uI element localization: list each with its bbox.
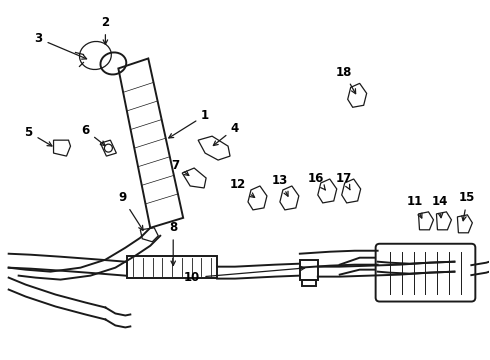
Text: 7: 7	[171, 158, 189, 175]
Bar	[127, 256, 217, 278]
Text: 18: 18	[336, 66, 356, 94]
Text: 16: 16	[308, 171, 325, 190]
Text: 17: 17	[336, 171, 352, 190]
Text: 5: 5	[24, 126, 52, 146]
Text: 14: 14	[431, 195, 448, 218]
Bar	[302, 280, 316, 285]
Text: 8: 8	[169, 221, 177, 265]
Text: 12: 12	[230, 179, 255, 197]
Bar	[300, 260, 318, 280]
Text: 6: 6	[81, 124, 105, 145]
Text: 4: 4	[213, 122, 239, 145]
Text: 10: 10	[184, 266, 305, 284]
Text: 9: 9	[118, 192, 143, 230]
Text: 11: 11	[406, 195, 423, 218]
Text: 13: 13	[272, 174, 288, 196]
Text: 3: 3	[34, 32, 87, 59]
Text: 2: 2	[101, 16, 109, 44]
Text: 1: 1	[169, 109, 209, 138]
Text: 15: 15	[459, 192, 476, 221]
